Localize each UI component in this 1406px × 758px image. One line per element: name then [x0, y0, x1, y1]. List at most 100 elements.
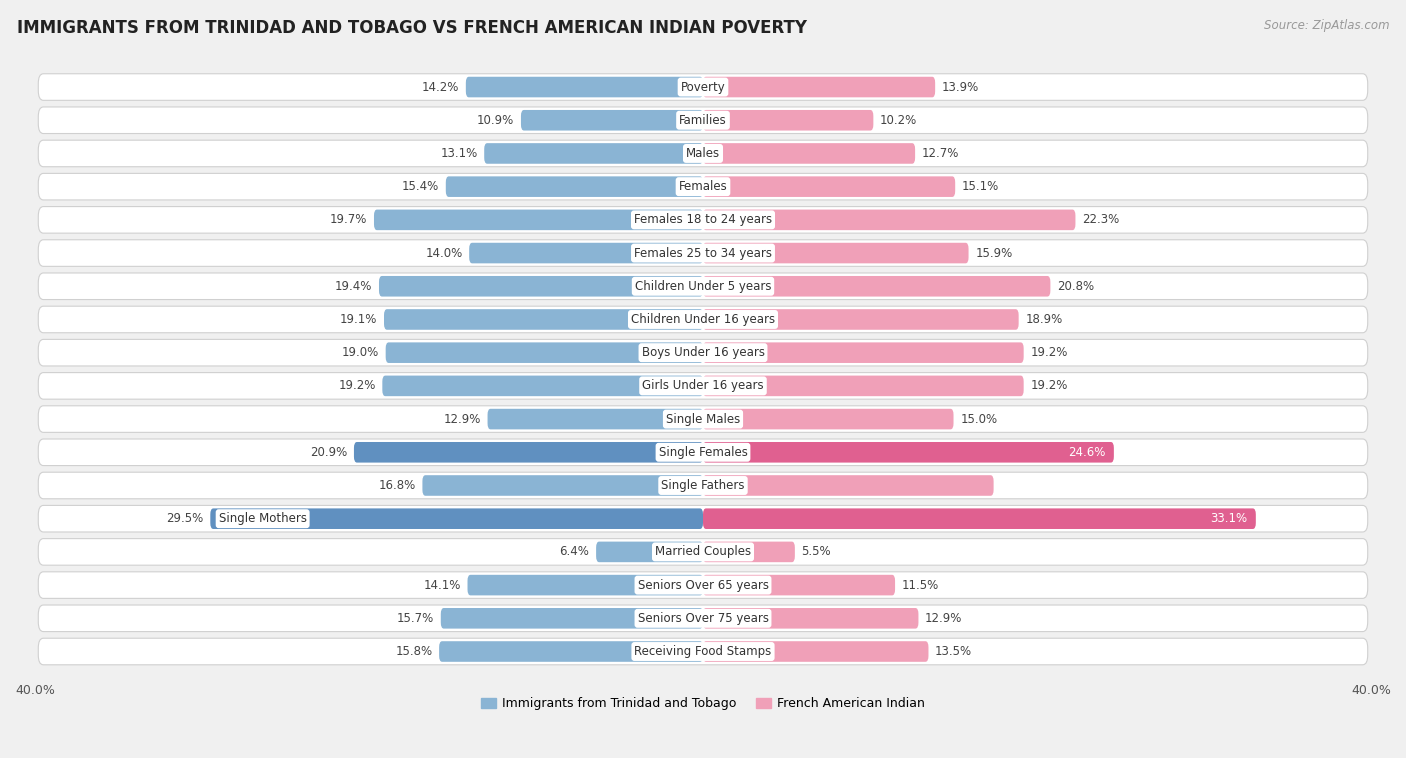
FancyBboxPatch shape [470, 243, 703, 263]
Text: Females: Females [679, 180, 727, 193]
Text: Poverty: Poverty [681, 80, 725, 93]
FancyBboxPatch shape [703, 641, 928, 662]
FancyBboxPatch shape [38, 140, 1368, 167]
Text: 13.1%: 13.1% [440, 147, 478, 160]
Text: 17.4%: 17.4% [1000, 479, 1038, 492]
Text: 19.2%: 19.2% [339, 379, 375, 393]
Text: 19.2%: 19.2% [1031, 346, 1067, 359]
Text: 14.1%: 14.1% [423, 578, 461, 591]
Text: 19.1%: 19.1% [340, 313, 377, 326]
Text: 14.0%: 14.0% [425, 246, 463, 259]
FancyBboxPatch shape [484, 143, 703, 164]
Text: 22.3%: 22.3% [1083, 213, 1119, 227]
Text: Boys Under 16 years: Boys Under 16 years [641, 346, 765, 359]
FancyBboxPatch shape [38, 107, 1368, 133]
Text: 13.5%: 13.5% [935, 645, 973, 658]
FancyBboxPatch shape [703, 375, 1024, 396]
FancyBboxPatch shape [703, 243, 969, 263]
Text: 15.1%: 15.1% [962, 180, 1000, 193]
FancyBboxPatch shape [703, 110, 873, 130]
FancyBboxPatch shape [596, 542, 703, 562]
FancyBboxPatch shape [385, 343, 703, 363]
Text: 16.8%: 16.8% [378, 479, 416, 492]
Text: 15.4%: 15.4% [402, 180, 439, 193]
FancyBboxPatch shape [703, 209, 1076, 230]
FancyBboxPatch shape [38, 638, 1368, 665]
Text: Girls Under 16 years: Girls Under 16 years [643, 379, 763, 393]
Text: 10.9%: 10.9% [477, 114, 515, 127]
Text: Children Under 5 years: Children Under 5 years [634, 280, 772, 293]
FancyBboxPatch shape [354, 442, 703, 462]
Text: Children Under 16 years: Children Under 16 years [631, 313, 775, 326]
Text: IMMIGRANTS FROM TRINIDAD AND TOBAGO VS FRENCH AMERICAN INDIAN POVERTY: IMMIGRANTS FROM TRINIDAD AND TOBAGO VS F… [17, 19, 807, 37]
FancyBboxPatch shape [38, 306, 1368, 333]
FancyBboxPatch shape [703, 509, 1256, 529]
Text: 14.2%: 14.2% [422, 80, 460, 93]
Text: Males: Males [686, 147, 720, 160]
Legend: Immigrants from Trinidad and Tobago, French American Indian: Immigrants from Trinidad and Tobago, Fre… [477, 692, 929, 715]
Text: 20.8%: 20.8% [1057, 280, 1094, 293]
FancyBboxPatch shape [439, 641, 703, 662]
Text: 20.9%: 20.9% [309, 446, 347, 459]
FancyBboxPatch shape [488, 409, 703, 429]
Text: Single Fathers: Single Fathers [661, 479, 745, 492]
FancyBboxPatch shape [522, 110, 703, 130]
Text: 10.2%: 10.2% [880, 114, 917, 127]
Text: 6.4%: 6.4% [560, 546, 589, 559]
FancyBboxPatch shape [703, 475, 994, 496]
Text: Females 25 to 34 years: Females 25 to 34 years [634, 246, 772, 259]
Text: Females 18 to 24 years: Females 18 to 24 years [634, 213, 772, 227]
FancyBboxPatch shape [468, 575, 703, 595]
Text: Seniors Over 75 years: Seniors Over 75 years [637, 612, 769, 625]
Text: Single Males: Single Males [666, 412, 740, 425]
FancyBboxPatch shape [38, 174, 1368, 200]
FancyBboxPatch shape [446, 177, 703, 197]
Text: 15.7%: 15.7% [396, 612, 434, 625]
FancyBboxPatch shape [211, 509, 703, 529]
FancyBboxPatch shape [703, 575, 896, 595]
Text: Single Females: Single Females [658, 446, 748, 459]
Text: Receiving Food Stamps: Receiving Food Stamps [634, 645, 772, 658]
Text: 5.5%: 5.5% [801, 546, 831, 559]
FancyBboxPatch shape [38, 539, 1368, 565]
FancyBboxPatch shape [38, 340, 1368, 366]
FancyBboxPatch shape [382, 375, 703, 396]
Text: Married Couples: Married Couples [655, 546, 751, 559]
FancyBboxPatch shape [38, 506, 1368, 532]
FancyBboxPatch shape [38, 240, 1368, 266]
Text: 24.6%: 24.6% [1069, 446, 1105, 459]
Text: 12.9%: 12.9% [925, 612, 963, 625]
FancyBboxPatch shape [465, 77, 703, 97]
FancyBboxPatch shape [703, 77, 935, 97]
Text: 19.7%: 19.7% [330, 213, 367, 227]
Text: Single Mothers: Single Mothers [219, 512, 307, 525]
Text: Families: Families [679, 114, 727, 127]
FancyBboxPatch shape [703, 276, 1050, 296]
Text: Seniors Over 65 years: Seniors Over 65 years [637, 578, 769, 591]
Text: 18.9%: 18.9% [1025, 313, 1063, 326]
FancyBboxPatch shape [703, 409, 953, 429]
FancyBboxPatch shape [384, 309, 703, 330]
FancyBboxPatch shape [703, 542, 794, 562]
FancyBboxPatch shape [703, 177, 955, 197]
FancyBboxPatch shape [703, 343, 1024, 363]
Text: Source: ZipAtlas.com: Source: ZipAtlas.com [1264, 19, 1389, 32]
Text: 13.9%: 13.9% [942, 80, 979, 93]
Text: 12.9%: 12.9% [443, 412, 481, 425]
Text: 29.5%: 29.5% [166, 512, 204, 525]
FancyBboxPatch shape [703, 608, 918, 628]
FancyBboxPatch shape [38, 439, 1368, 465]
Text: 11.5%: 11.5% [901, 578, 939, 591]
Text: 15.0%: 15.0% [960, 412, 997, 425]
FancyBboxPatch shape [441, 608, 703, 628]
Text: 12.7%: 12.7% [922, 147, 959, 160]
FancyBboxPatch shape [38, 74, 1368, 100]
Text: 19.0%: 19.0% [342, 346, 380, 359]
FancyBboxPatch shape [38, 472, 1368, 499]
FancyBboxPatch shape [703, 143, 915, 164]
FancyBboxPatch shape [38, 605, 1368, 631]
FancyBboxPatch shape [38, 406, 1368, 432]
FancyBboxPatch shape [703, 442, 1114, 462]
FancyBboxPatch shape [380, 276, 703, 296]
FancyBboxPatch shape [703, 309, 1019, 330]
